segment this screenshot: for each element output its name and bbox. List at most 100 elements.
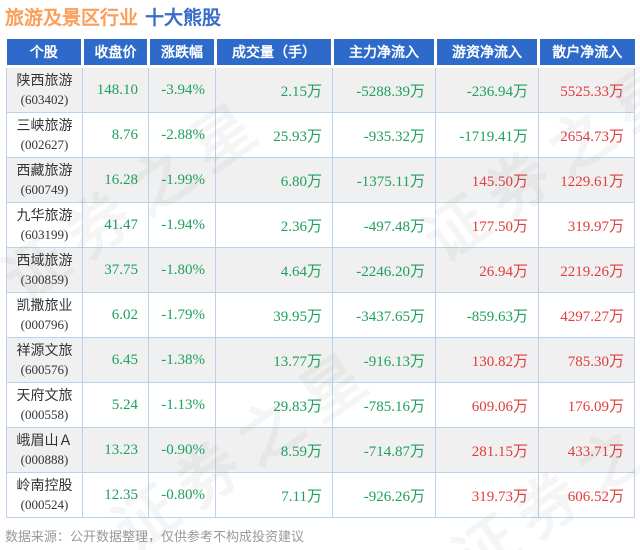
retail-net-inflow: 2219.26万 xyxy=(538,247,635,293)
stock-code: (000796) xyxy=(20,317,69,332)
main-net-inflow: -497.48万 xyxy=(332,202,436,248)
close-price: 13.23 xyxy=(82,427,149,473)
main-net-inflow: -1375.11万 xyxy=(332,157,436,203)
retail-net-inflow: 2654.73万 xyxy=(538,112,635,158)
table-row: 峨眉山Ａ (000888) 13.23 -0.90% 8.59万 -714.87… xyxy=(6,427,635,473)
stock-code: (603402) xyxy=(20,92,69,107)
volume: 13.77万 xyxy=(215,337,333,383)
hot-money-net-inflow: 145.50万 xyxy=(435,157,539,203)
change-percent: -2.88% xyxy=(148,112,216,158)
close-price: 8.76 xyxy=(82,112,149,158)
table-row: 西域旅游 (300859) 37.75 -1.80% 4.64万 -2246.2… xyxy=(6,247,635,293)
stock-name: 西域旅游 xyxy=(16,252,73,268)
retail-net-inflow: 176.09万 xyxy=(538,382,635,428)
main-net-inflow: -785.16万 xyxy=(332,382,436,428)
change-percent: -1.99% xyxy=(148,157,216,203)
column-header-6: 散户净流入 xyxy=(537,39,635,68)
volume: 25.93万 xyxy=(215,112,333,158)
stock-code: (000524) xyxy=(20,497,69,512)
table-row: 陕西旅游 (603402) 148.10 -3.94% 2.15万 -5288.… xyxy=(6,66,635,113)
stock-name: 祥源文旅 xyxy=(16,342,73,358)
hot-money-net-inflow: 26.94万 xyxy=(435,247,539,293)
table-row: 三峡旅游 (002627) 8.76 -2.88% 25.93万 -935.32… xyxy=(6,112,635,158)
change-percent: -3.94% xyxy=(148,66,216,113)
volume: 7.11万 xyxy=(215,472,333,518)
close-price: 41.47 xyxy=(82,202,149,248)
stock-name: 九华旅游 xyxy=(16,207,73,223)
table-body: 陕西旅游 (603402) 148.10 -3.94% 2.15万 -5288.… xyxy=(6,66,635,518)
hot-money-net-inflow: -236.94万 xyxy=(435,66,539,113)
volume: 4.64万 xyxy=(215,247,333,293)
table-row: 凯撒旅业 (000796) 6.02 -1.79% 39.95万 -3437.6… xyxy=(6,292,635,338)
table-row: 祥源文旅 (600576) 6.45 -1.38% 13.77万 -916.13… xyxy=(6,337,635,383)
volume: 39.95万 xyxy=(215,292,333,338)
volume: 6.80万 xyxy=(215,157,333,203)
column-header-5: 游资净流入 xyxy=(434,39,539,68)
close-price: 5.24 xyxy=(82,382,149,428)
column-header-4: 主力净流入 xyxy=(331,39,436,68)
stock-code: (603199) xyxy=(20,227,69,242)
column-header-3: 成交量（手） xyxy=(214,39,333,68)
stock-code: (000558) xyxy=(20,407,69,422)
stock-cell: 九华旅游 (603199) xyxy=(6,202,83,248)
hot-money-net-inflow: 130.82万 xyxy=(435,337,539,383)
change-percent: -1.13% xyxy=(148,382,216,428)
retail-net-inflow: 785.30万 xyxy=(538,337,635,383)
stock-name: 三峡旅游 xyxy=(16,117,73,133)
main-net-inflow: -3437.65万 xyxy=(332,292,436,338)
retail-net-inflow: 5525.33万 xyxy=(538,66,635,113)
hot-money-net-inflow: 319.73万 xyxy=(435,472,539,518)
volume: 8.59万 xyxy=(215,427,333,473)
stock-name: 峨眉山Ａ xyxy=(16,432,73,448)
table-row: 天府文旅 (000558) 5.24 -1.13% 29.83万 -785.16… xyxy=(6,382,635,428)
volume: 2.15万 xyxy=(215,66,333,113)
retail-net-inflow: 319.97万 xyxy=(538,202,635,248)
stock-name: 天府文旅 xyxy=(16,387,73,403)
main-net-inflow: -935.32万 xyxy=(332,112,436,158)
change-percent: -0.90% xyxy=(148,427,216,473)
title-suffix: 十大熊股 xyxy=(145,8,222,29)
data-source-note: 数据来源：公开数据整理，仅供参考不构成投资建议 xyxy=(5,529,305,544)
stock-cell: 峨眉山Ａ (000888) xyxy=(6,427,83,473)
change-percent: -1.79% xyxy=(148,292,216,338)
hot-money-net-inflow: -1719.41万 xyxy=(435,112,539,158)
change-percent: -0.80% xyxy=(148,472,216,518)
close-price: 12.35 xyxy=(82,472,149,518)
stock-code: (600749) xyxy=(20,182,69,197)
page-title: 旅游及景区行业 十大熊股 xyxy=(5,3,221,30)
stock-code: (300859) xyxy=(20,272,69,287)
main-net-inflow: -926.26万 xyxy=(332,472,436,518)
main-net-inflow: -714.87万 xyxy=(332,427,436,473)
change-percent: -1.94% xyxy=(148,202,216,248)
stock-code: (000888) xyxy=(20,452,69,467)
retail-net-inflow: 1229.61万 xyxy=(538,157,635,203)
stock-cell: 陕西旅游 (603402) xyxy=(6,66,83,113)
stock-cell: 岭南控股 (000524) xyxy=(6,472,83,518)
volume: 2.36万 xyxy=(215,202,333,248)
retail-net-inflow: 606.52万 xyxy=(538,472,635,518)
title-industry-name: 旅游及景区行业 xyxy=(5,8,139,29)
hot-money-net-inflow: 609.06万 xyxy=(435,382,539,428)
column-header-1: 收盘价 xyxy=(81,39,149,68)
stock-cell: 西藏旅游 (600749) xyxy=(6,157,83,203)
stock-cell: 三峡旅游 (002627) xyxy=(6,112,83,158)
stock-cell: 西域旅游 (300859) xyxy=(6,247,83,293)
close-price: 148.10 xyxy=(82,66,149,113)
close-price: 16.28 xyxy=(82,157,149,203)
main-net-inflow: -916.13万 xyxy=(332,337,436,383)
stock-name: 岭南控股 xyxy=(16,477,73,493)
retail-net-inflow: 4297.27万 xyxy=(538,292,635,338)
stock-cell: 祥源文旅 (600576) xyxy=(6,337,83,383)
close-price: 6.02 xyxy=(82,292,149,338)
stock-name: 凯撒旅业 xyxy=(16,297,73,313)
change-percent: -1.80% xyxy=(148,247,216,293)
table-row: 九华旅游 (603199) 41.47 -1.94% 2.36万 -497.48… xyxy=(6,202,635,248)
table-row: 岭南控股 (000524) 12.35 -0.80% 7.11万 -926.26… xyxy=(6,472,635,518)
table-row: 西藏旅游 (600749) 16.28 -1.99% 6.80万 -1375.1… xyxy=(6,157,635,203)
hot-money-net-inflow: 281.15万 xyxy=(435,427,539,473)
column-header-2: 涨跌幅 xyxy=(147,39,216,68)
close-price: 6.45 xyxy=(82,337,149,383)
main-net-inflow: -5288.39万 xyxy=(332,66,436,113)
main-net-inflow: -2246.20万 xyxy=(332,247,436,293)
